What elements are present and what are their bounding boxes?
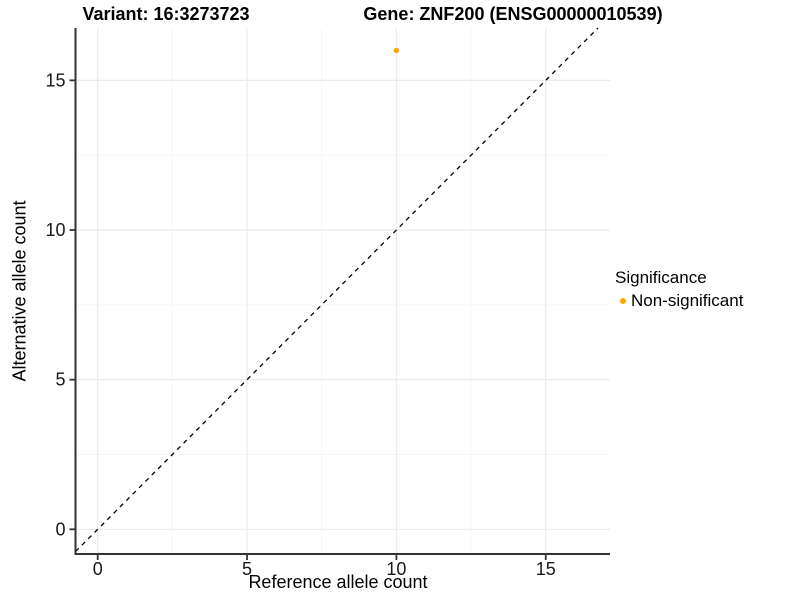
identity-reference-line <box>75 27 599 553</box>
y-tick-label: 0 <box>55 519 65 539</box>
y-tick-label: 15 <box>45 70 65 90</box>
plot-title-variant: Variant: 16:3273723 <box>82 4 250 24</box>
y-tick-label: 10 <box>45 220 65 240</box>
legend-title: Significance <box>615 268 707 287</box>
x-axis-title: Reference allele count <box>248 572 428 592</box>
x-tick-label: 10 <box>386 559 406 579</box>
legend-item-label: Non-significant <box>631 291 744 310</box>
legend-item-non-significant: Non-significant <box>615 291 743 311</box>
data-point <box>393 47 400 54</box>
x-tick-label: 5 <box>242 559 252 579</box>
x-tick-label: 15 <box>536 559 556 579</box>
x-tick-label: 0 <box>93 559 103 579</box>
legend: Significance Non-significant <box>615 268 743 311</box>
plot-title-gene: Gene: ZNF200 (ENSG00000010539) <box>363 4 663 24</box>
legend-point-icon <box>620 298 626 304</box>
y-axis-title: Alternative allele count <box>9 200 30 382</box>
y-tick-label: 5 <box>55 370 65 390</box>
